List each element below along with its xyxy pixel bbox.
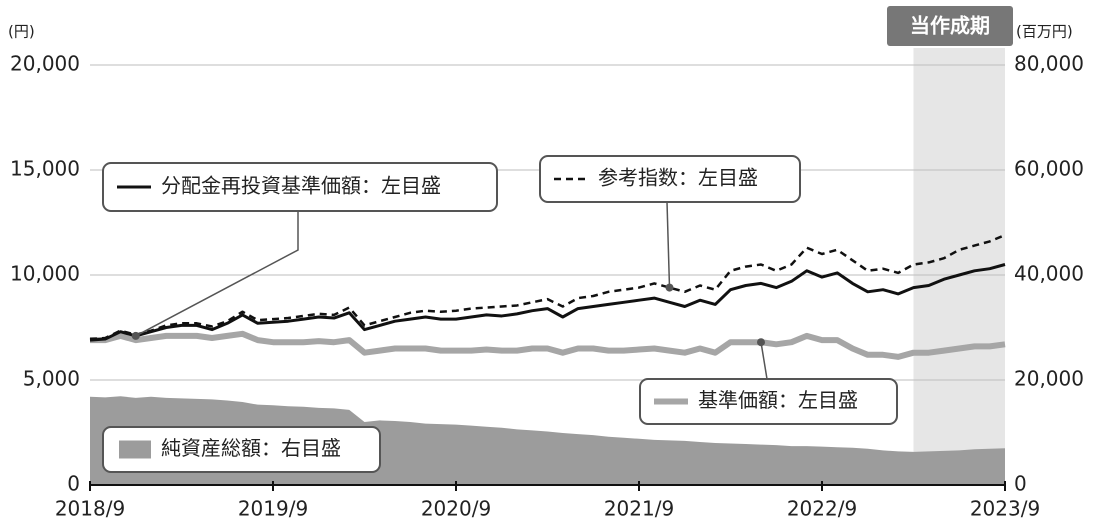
y2-tick-label: 60,000 — [1014, 157, 1084, 181]
legend-box — [639, 378, 898, 425]
y-tick-label: 0 — [67, 472, 80, 496]
legend-box — [102, 426, 381, 473]
callout-leader — [666, 201, 671, 288]
x-tick-label: 2019/9 — [238, 497, 308, 521]
x-tick-label: 2022/9 — [787, 497, 857, 521]
x-tick-label: 2021/9 — [604, 497, 674, 521]
line — [90, 330, 1006, 360]
legend-label: 純資産総額：右目盛 — [161, 436, 341, 460]
legend-label: 基準価額：左目盛 — [698, 388, 858, 412]
period-label-box — [887, 6, 1013, 46]
y2-tick-label: 80,000 — [1014, 52, 1084, 76]
callout-leader — [760, 342, 768, 380]
x-tick-label: 2018/9 — [55, 497, 125, 521]
y-tick-label: 20,000 — [10, 52, 80, 76]
callout-dot — [757, 338, 765, 347]
period-label: 当作成期 — [910, 14, 990, 38]
legend-swatch — [119, 440, 151, 459]
callout-dot — [131, 331, 140, 340]
legend-label: 分配金再投資基準価額：左目盛 — [161, 174, 441, 198]
callout-leader — [135, 211, 299, 337]
legend-box — [539, 155, 801, 203]
period-shade — [913, 48, 1005, 485]
callout-dot — [665, 283, 674, 292]
y2-unit: (百万円) — [1016, 23, 1073, 41]
y-tick-label: 15,000 — [10, 157, 80, 181]
y-unit: (円) — [8, 23, 35, 41]
line — [89, 263, 1006, 342]
y-tick-label: 5,000 — [23, 367, 80, 391]
legend-label: 参考指数：左目盛 — [598, 166, 758, 190]
y-tick-label: 10,000 — [10, 262, 80, 286]
y2-tick-label: 0 — [1014, 472, 1027, 496]
x-tick-label: 2020/9 — [421, 497, 491, 521]
line — [89, 233, 1006, 341]
legend-box — [102, 162, 498, 212]
y2-tick-label: 40,000 — [1014, 262, 1084, 286]
y2-tick-label: 20,000 — [1014, 367, 1084, 391]
x-tick-label: 2023/9 — [970, 497, 1040, 521]
